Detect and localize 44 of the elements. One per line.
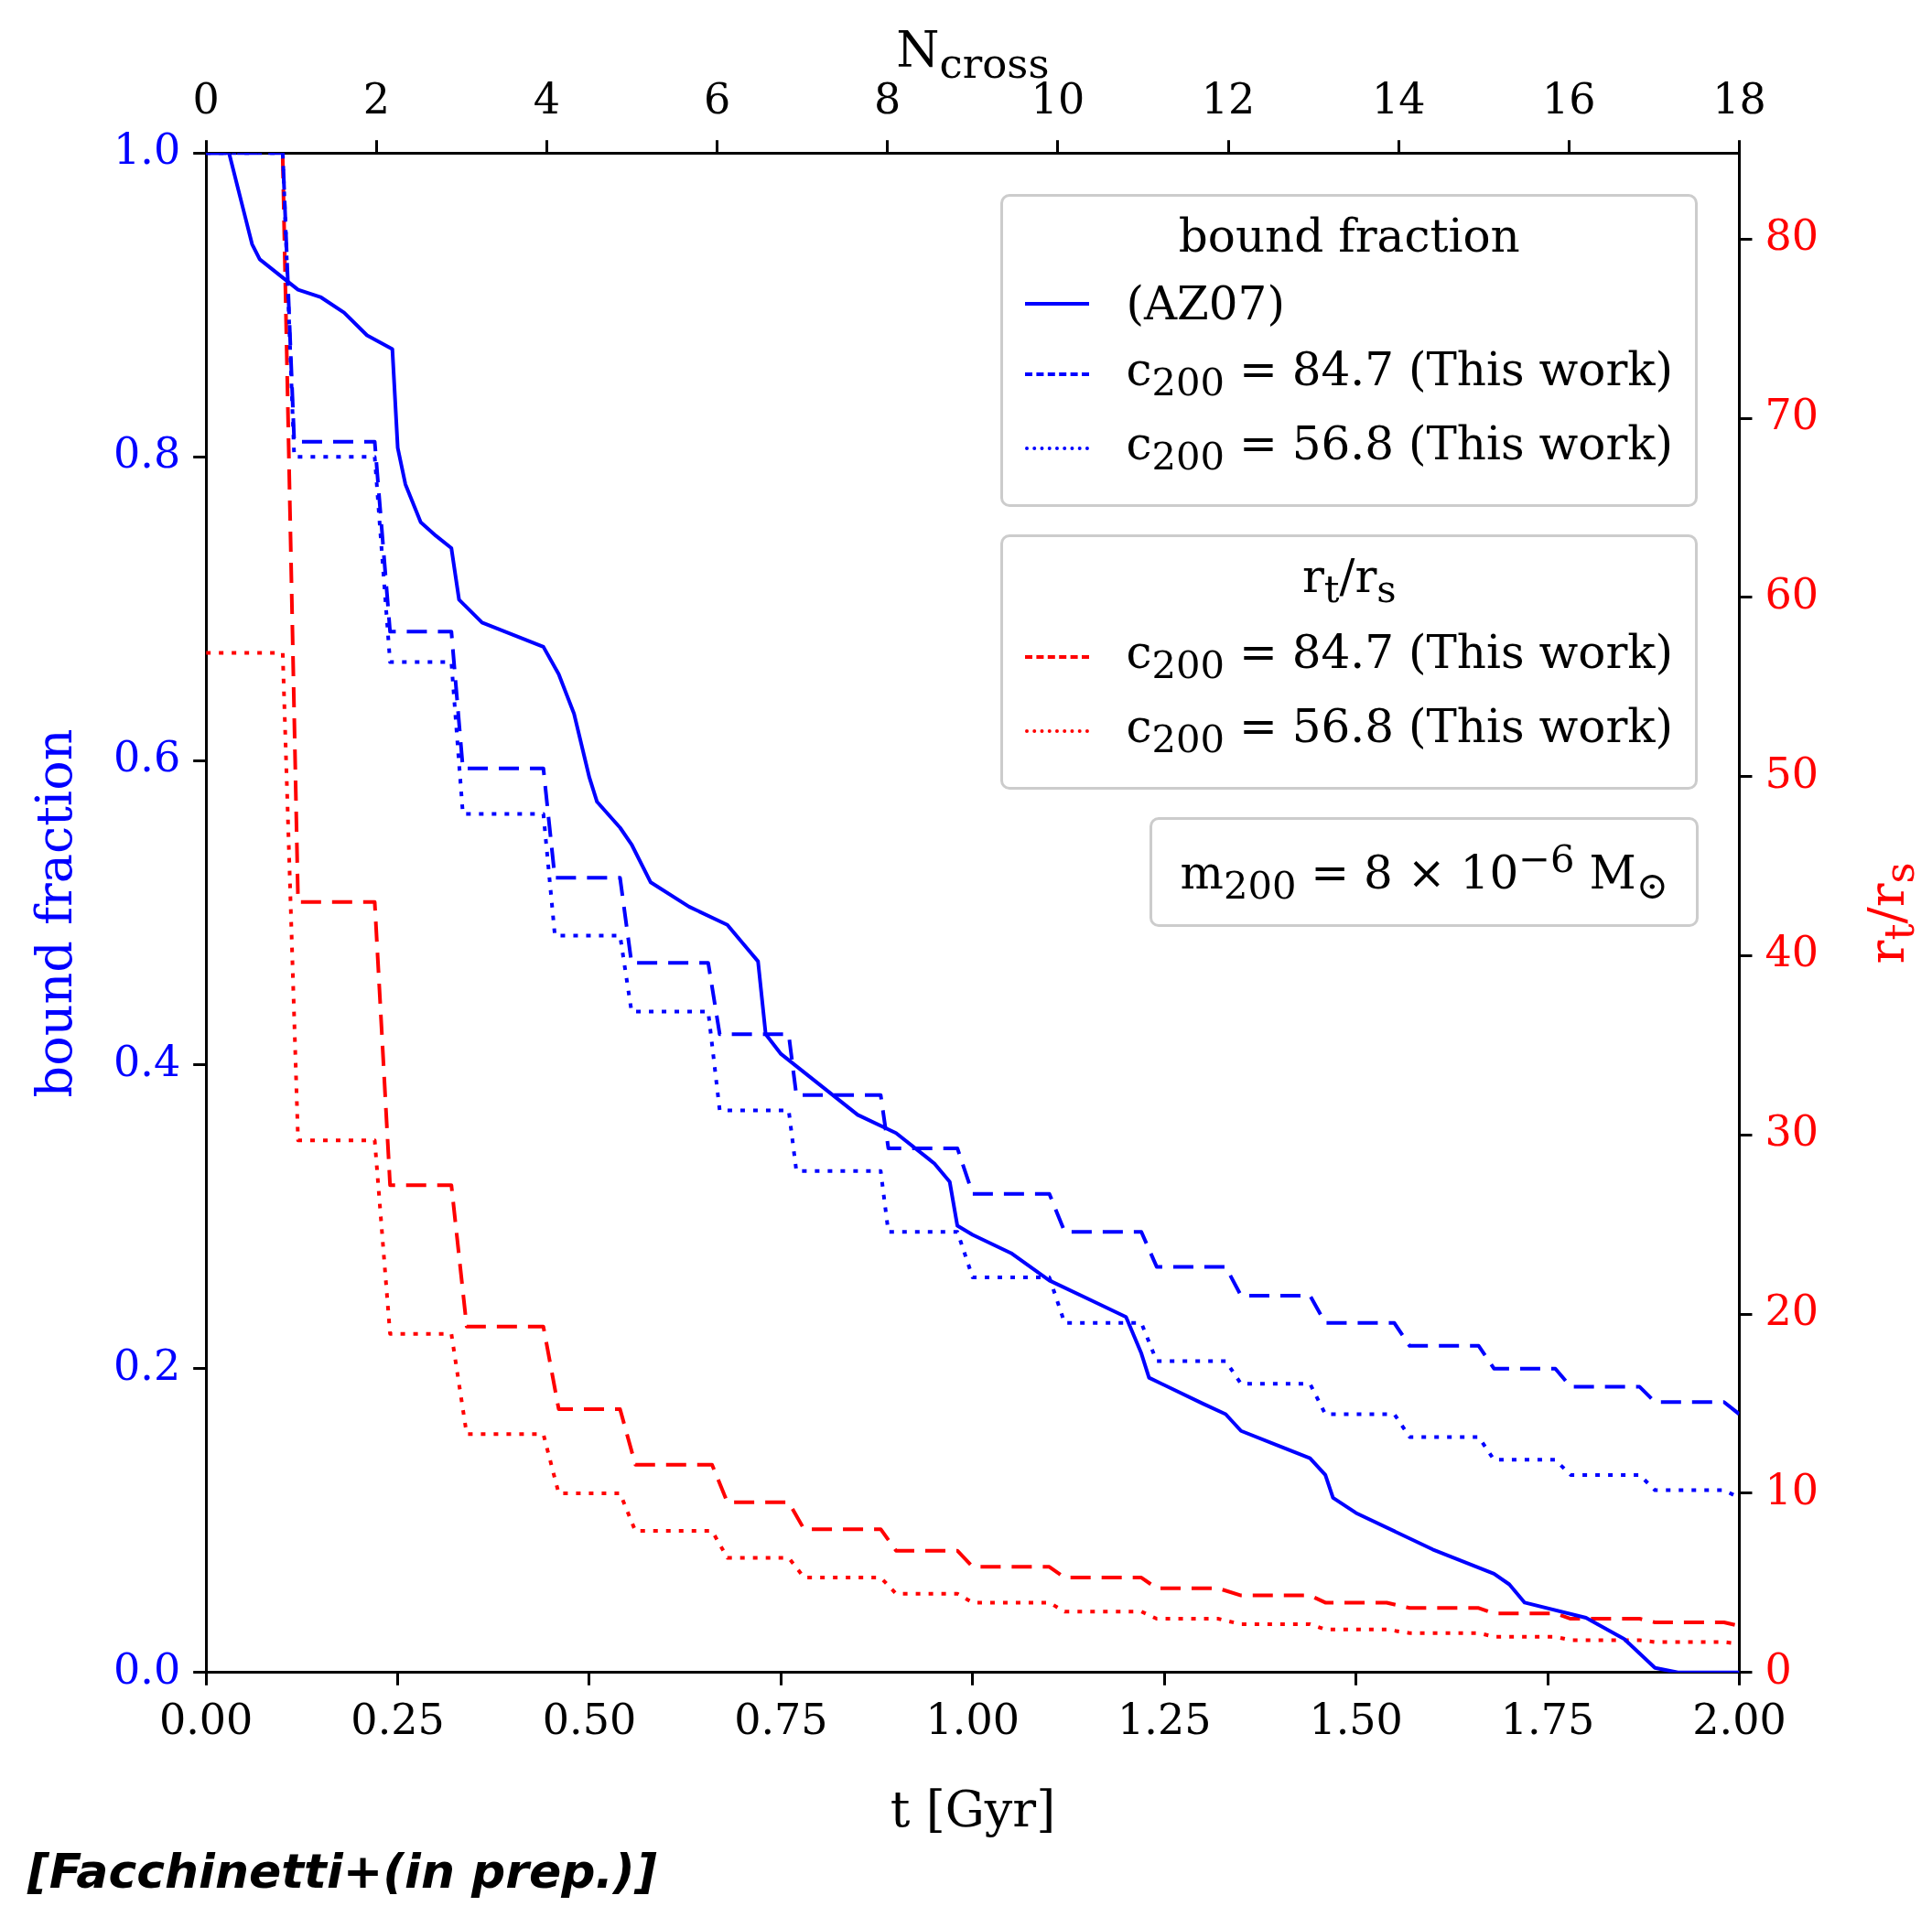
x2-tick-label: 4 xyxy=(533,73,561,124)
x2-tick-label: 2 xyxy=(362,73,390,124)
y-tick-label: 0.8 xyxy=(113,428,181,479)
y-tick-label: 0.0 xyxy=(113,1643,181,1694)
y2-tick-label: 10 xyxy=(1765,1464,1819,1514)
x2-tick-label: 14 xyxy=(1371,73,1426,124)
x-tick-label: 1.75 xyxy=(1500,1695,1595,1745)
x2-tick-label: 8 xyxy=(874,73,901,124)
x-tick-label: 2.00 xyxy=(1692,1695,1786,1745)
y2-tick-label: 60 xyxy=(1765,568,1819,619)
y2-tick-label: 30 xyxy=(1765,1106,1819,1157)
x-tick-label: 1.25 xyxy=(1117,1695,1212,1745)
legend-label: (AZ07) xyxy=(1126,277,1285,331)
legend-title: bound fraction xyxy=(1177,210,1521,264)
y2-tick-label: 80 xyxy=(1765,210,1819,261)
y-tick-label: 1.0 xyxy=(113,124,181,175)
x2-tick-label: 12 xyxy=(1201,73,1256,124)
x-tick-label: 0.75 xyxy=(734,1695,828,1745)
x-tick-label: 0.50 xyxy=(542,1695,637,1745)
y-tick-label: 0.6 xyxy=(113,732,181,782)
legend-label: c$_{200}$ = 56.8 (This work) xyxy=(1126,700,1674,762)
y2-tick-label: 40 xyxy=(1765,927,1819,977)
x-tick-label: 0.00 xyxy=(158,1695,254,1745)
x2-tick-label: 16 xyxy=(1542,73,1596,124)
y2-tick-label: 70 xyxy=(1765,389,1819,439)
y2-axis-title: r$_{t}$/r$_{s}$ xyxy=(1301,550,1398,612)
legend-label: c$_{200}$ = 56.8 (This work) xyxy=(1126,417,1674,479)
y-tick-label: 0.2 xyxy=(113,1340,181,1390)
legend-label: c$_{200}$ = 84.7 (This work) xyxy=(1126,626,1674,688)
y2-tick-label: 0 xyxy=(1765,1643,1792,1694)
y2-tick-label: 20 xyxy=(1765,1286,1819,1336)
x-tick-label: 0.25 xyxy=(351,1695,445,1745)
y-tick-label: 0.4 xyxy=(113,1036,181,1086)
x2-tick-label: 18 xyxy=(1712,73,1766,124)
x-tick-label: 1.00 xyxy=(925,1695,1020,1745)
x-axis-title: t [Gyr] xyxy=(890,1780,1056,1838)
y2-tick-label: 50 xyxy=(1765,748,1819,798)
y-axis-title: bound fraction xyxy=(25,728,83,1097)
text: [Facchinetti+(in prep.)] xyxy=(27,1844,657,1899)
x-tick-label: 1.50 xyxy=(1309,1695,1403,1745)
x2-tick-label: 6 xyxy=(703,73,731,124)
annotation: m$_{200}$ = 8 × 10$^{−6}$ M$_{⊙}$ xyxy=(1149,817,1699,927)
legend-label: c$_{200}$ = 84.7 (This work) xyxy=(1126,343,1674,405)
x2-tick-label: 0 xyxy=(192,73,220,124)
